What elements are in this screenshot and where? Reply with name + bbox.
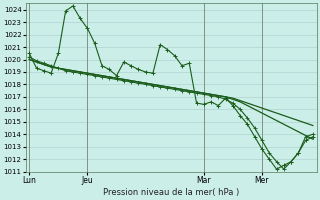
X-axis label: Pression niveau de la mer( hPa ): Pression niveau de la mer( hPa ) bbox=[103, 188, 239, 197]
